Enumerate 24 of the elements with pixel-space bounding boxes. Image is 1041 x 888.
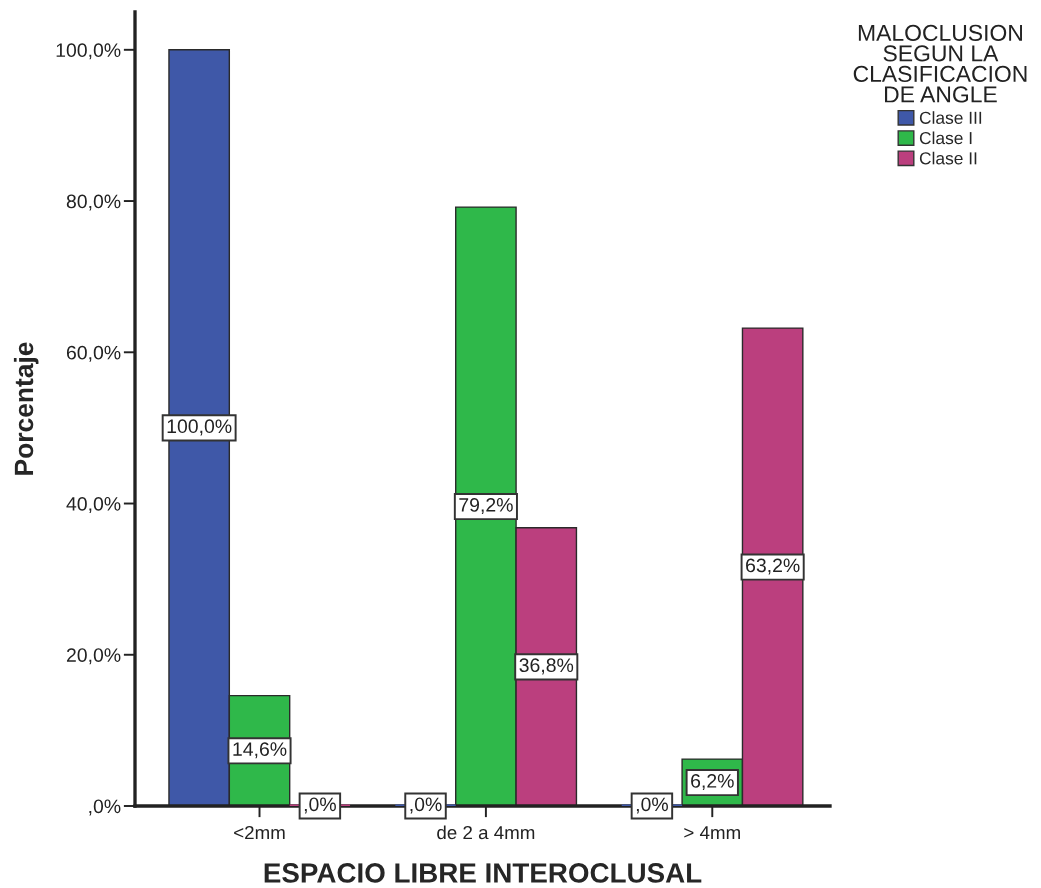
data-label: 79,2% xyxy=(459,498,513,515)
legend-label: Clase III xyxy=(919,111,982,124)
x-axis-title: ESPACIO LIBRE INTEROCLUSAL xyxy=(264,863,702,883)
data-label: ,0% xyxy=(410,797,442,814)
y-tick-label: 80,0% xyxy=(66,194,121,211)
data-label: ,0% xyxy=(304,797,336,814)
y-tick-label: 40,0% xyxy=(66,496,121,514)
data-label: ,0% xyxy=(636,797,668,814)
y-tick-label: 100,0% xyxy=(56,43,121,60)
data-label: 100,0% xyxy=(167,419,232,436)
x-tick-label: <2mm xyxy=(234,825,285,840)
data-label: 36,8% xyxy=(519,658,574,675)
legend-title: MALOCLUSION SEGUN LA CLASIFICACION DE ANGLE xyxy=(853,24,1027,103)
y-axis-title: Porcentaje xyxy=(13,342,39,475)
data-label: 6,2% xyxy=(691,774,734,791)
y-tick-label: 20,0% xyxy=(66,648,121,665)
y-tick-label: ,0% xyxy=(89,799,121,816)
y-tick-label: 60,0% xyxy=(66,345,121,362)
legend-label: Clase II xyxy=(919,151,977,165)
x-tick-label: de 2 a 4mm xyxy=(437,825,535,840)
legend-label: Clase I xyxy=(919,131,972,145)
data-label: 63,2% xyxy=(746,558,800,575)
x-tick-label: > 4mm xyxy=(684,826,740,840)
data-label: 14,6% xyxy=(233,742,287,759)
